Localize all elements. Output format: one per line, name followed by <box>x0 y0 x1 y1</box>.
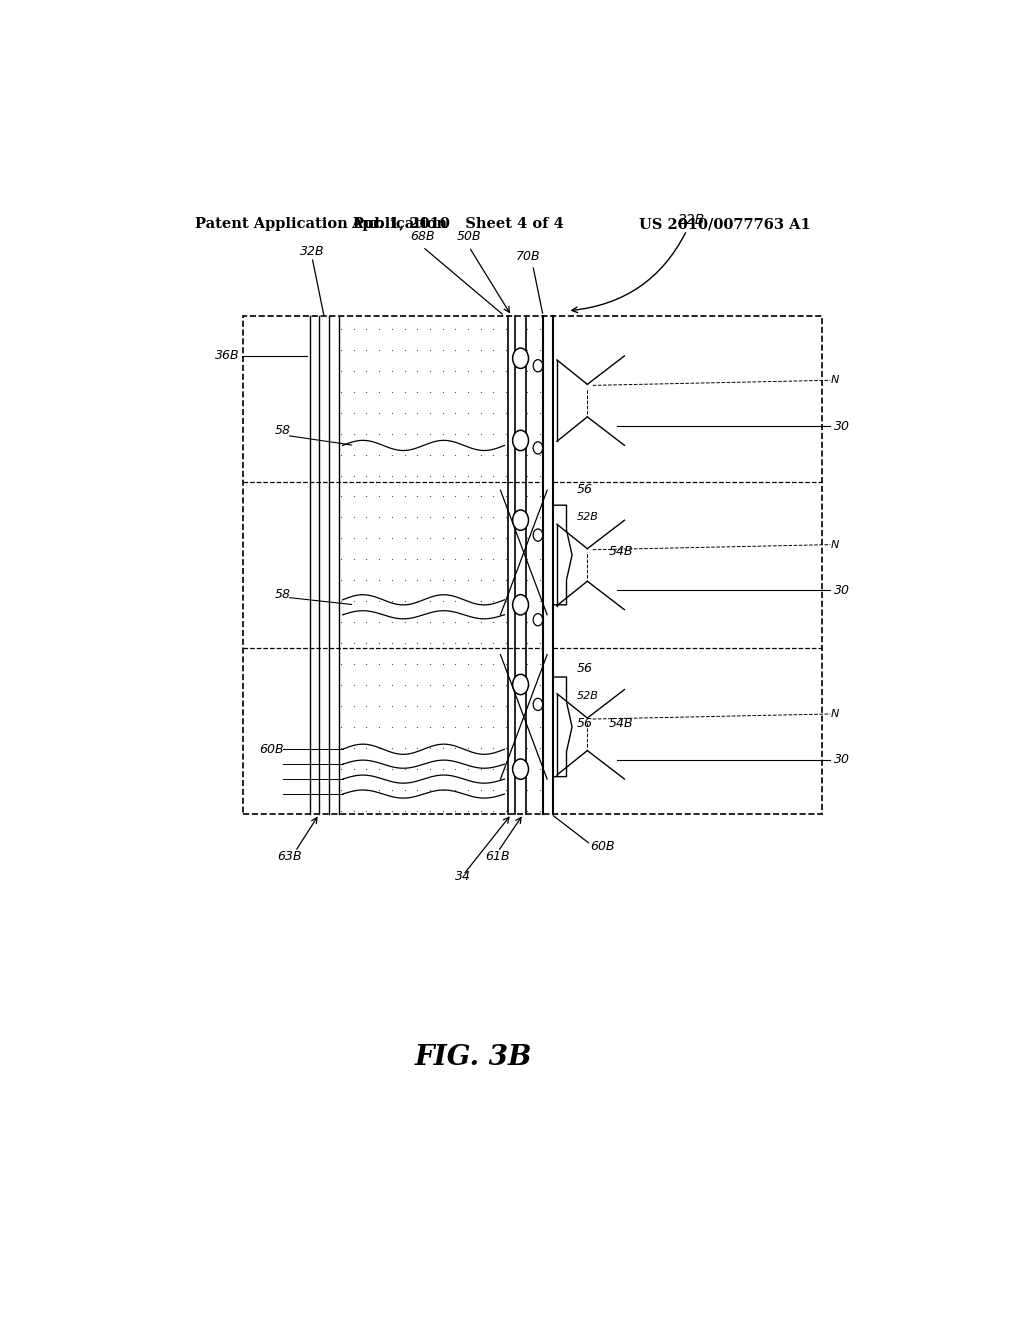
Text: Patent Application Publication: Patent Application Publication <box>196 218 447 231</box>
Text: 60B: 60B <box>259 743 284 756</box>
Circle shape <box>513 759 528 779</box>
Text: 52B: 52B <box>577 692 599 701</box>
Circle shape <box>513 594 528 615</box>
Circle shape <box>513 675 528 694</box>
Text: 54B: 54B <box>608 717 633 730</box>
Text: 34: 34 <box>456 870 471 883</box>
Circle shape <box>534 359 543 372</box>
Text: 63B: 63B <box>278 850 302 863</box>
Bar <box>243 315 822 814</box>
Text: 30: 30 <box>835 583 850 597</box>
Text: 22B: 22B <box>571 214 705 313</box>
Text: N: N <box>830 540 839 549</box>
Text: 30: 30 <box>835 420 850 433</box>
Circle shape <box>513 430 528 450</box>
Text: 68B: 68B <box>411 230 435 243</box>
Text: 56: 56 <box>577 717 593 730</box>
Text: 32B: 32B <box>300 246 325 257</box>
Text: FIG. 3B: FIG. 3B <box>415 1044 531 1072</box>
Circle shape <box>513 510 528 531</box>
Text: 54B: 54B <box>608 545 633 558</box>
Text: 61B: 61B <box>485 850 510 863</box>
Text: N: N <box>830 709 839 719</box>
Text: 30: 30 <box>835 754 850 766</box>
Circle shape <box>534 698 543 710</box>
Text: N: N <box>830 375 839 385</box>
Circle shape <box>513 348 528 368</box>
Text: 60B: 60B <box>591 840 615 853</box>
Text: 50B: 50B <box>457 230 481 243</box>
Text: 58: 58 <box>274 589 291 602</box>
Circle shape <box>534 529 543 541</box>
Text: 56: 56 <box>577 663 593 675</box>
Text: 70B: 70B <box>515 249 540 263</box>
Text: Apr. 1, 2010   Sheet 4 of 4: Apr. 1, 2010 Sheet 4 of 4 <box>351 218 564 231</box>
Text: 58: 58 <box>274 424 291 437</box>
Text: 56: 56 <box>577 483 593 496</box>
Circle shape <box>534 442 543 454</box>
Text: US 2010/0077763 A1: US 2010/0077763 A1 <box>639 218 811 231</box>
Text: 36B: 36B <box>214 350 239 362</box>
Text: 52B: 52B <box>577 512 599 523</box>
Circle shape <box>534 614 543 626</box>
